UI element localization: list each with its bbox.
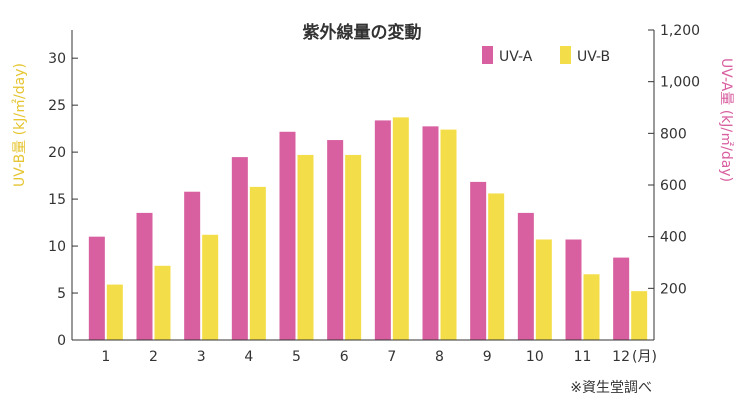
bar-uv-b (297, 154, 314, 340)
x-axis: 1 2 3 4 5 6 7 8 9 10 11 12 (72, 339, 654, 365)
x-axis-unit: (月) (632, 349, 657, 365)
bar-uv-b (392, 117, 409, 340)
y-right-tick-label: 200 (660, 281, 687, 297)
bar-uv-a (517, 212, 534, 340)
bar-uv-b (440, 129, 457, 340)
bar-uv-a (327, 140, 344, 340)
bar-uv-a (470, 181, 487, 340)
legend: UV-A UV-B (482, 46, 610, 65)
x-tick-label: 4 (244, 349, 253, 365)
y-left-tick-label: 20 (48, 145, 66, 161)
x-tick-label: 3 (197, 349, 206, 365)
bar-uv-b (631, 291, 648, 340)
x-tick-label: 1 (101, 349, 110, 365)
x-tick-label: 5 (292, 349, 301, 365)
legend-swatch-uv-a (482, 46, 493, 64)
bar-uv-a (613, 257, 630, 340)
chart-title: 紫外線量の変動 (303, 22, 422, 43)
bar-uv-a (136, 212, 153, 340)
bar-uv-a (88, 236, 105, 340)
y-right-tick-label: 1,200 (660, 23, 700, 39)
bars (88, 117, 648, 341)
x-tick-label: 8 (435, 349, 444, 365)
y-left-tick-label: 0 (57, 333, 66, 349)
bar-uv-a (374, 120, 391, 341)
bar-uv-b (154, 265, 171, 340)
source-note: ※資生堂調べ (570, 380, 652, 396)
y-left-tick-label: 15 (48, 192, 66, 208)
x-tick-label: 6 (340, 349, 349, 365)
bar-uv-b (345, 154, 362, 340)
y-right-tick-label: 1,000 (660, 75, 700, 91)
y-left-tick-label: 25 (48, 98, 66, 114)
bar-uv-a (184, 191, 201, 340)
legend-swatch-uv-b (560, 46, 571, 64)
y-right-tick-label: 400 (660, 230, 687, 246)
bar-uv-b (249, 186, 266, 340)
y-right-tick-label: 600 (660, 178, 687, 194)
y-axis-right: 200 400 600 800 1,000 1,200 (648, 23, 700, 340)
bar-uv-a (231, 157, 248, 340)
bar-uv-b (535, 239, 552, 340)
legend-label-uv-b: UV-B (577, 49, 610, 65)
legend-label-uv-a: UV-A (499, 49, 533, 65)
x-tick-label: 7 (387, 349, 396, 365)
y-right-tick-label: 800 (660, 126, 687, 142)
bar-uv-a (565, 239, 582, 340)
bar-uv-a (279, 131, 296, 340)
bar-uv-b (488, 193, 505, 340)
y-left-tick-label: 10 (48, 239, 66, 255)
y-left-tick-label: 30 (48, 51, 66, 67)
bar-uv-b (583, 274, 600, 340)
y-axis-left-label: UV-B量 (kJ/㎡/day) (12, 63, 28, 187)
x-tick-label: 2 (149, 349, 158, 365)
bar-uv-a (422, 126, 439, 340)
x-tick-label: 11 (574, 349, 592, 365)
x-tick-label: 9 (483, 349, 492, 365)
bar-uv-b (202, 234, 219, 340)
y-axis-right-label: UV-A量 (kJ/㎡/day) (718, 58, 734, 182)
y-left-tick-label: 5 (57, 286, 66, 302)
x-tick-label: 10 (526, 349, 544, 365)
y-axis-left: 0 5 10 15 20 25 30 (48, 30, 78, 349)
bar-uv-b (106, 284, 123, 340)
x-tick-label: 12 (612, 349, 630, 365)
